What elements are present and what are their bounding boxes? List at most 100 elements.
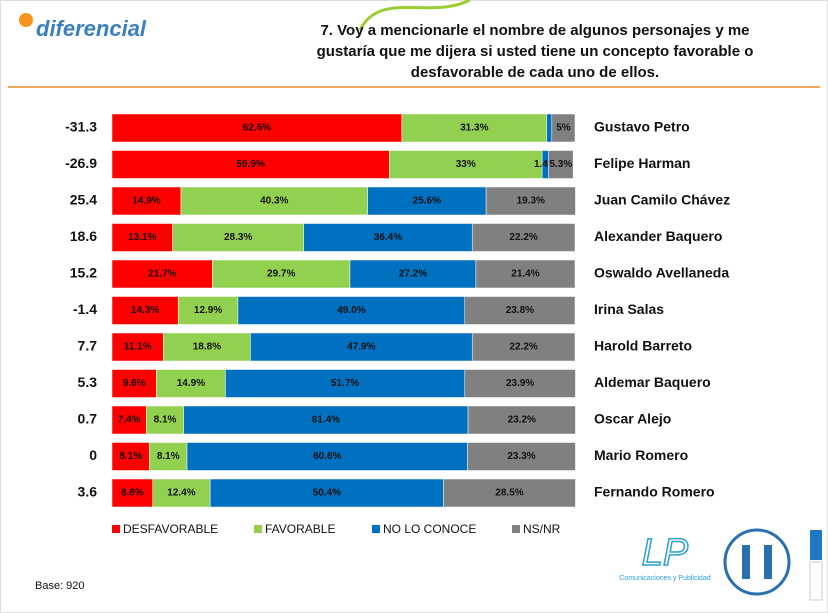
- value-label: 62.6%: [243, 123, 271, 134]
- legend-swatch: [372, 525, 380, 533]
- net-value: -31.3: [65, 119, 97, 135]
- base-note: Base: 920: [35, 580, 85, 592]
- value-label: 5%: [556, 123, 571, 134]
- value-label: 8.1%: [154, 415, 177, 426]
- logo-lp: LP: [642, 532, 689, 574]
- value-label: 12.4%: [167, 488, 195, 499]
- bar-segment: [471, 332, 576, 362]
- value-label: 14.3%: [131, 305, 159, 316]
- net-value: -1.4: [73, 301, 97, 317]
- value-label: 8.1%: [157, 451, 180, 462]
- value-label: 31.3%: [460, 123, 488, 134]
- bar-segment: [464, 296, 576, 325]
- category-label: Harold Barreto: [594, 338, 692, 354]
- net-value: 15.2: [70, 265, 97, 281]
- value-label: 23.9%: [506, 378, 534, 389]
- bar-segment: [467, 405, 576, 435]
- bar-segment: [180, 186, 368, 216]
- bar-segment: [209, 478, 444, 508]
- bar-segment: [548, 150, 574, 179]
- bar-segment: [111, 478, 153, 508]
- bar-segment: [111, 369, 157, 398]
- value-label: 49.0%: [337, 305, 365, 316]
- bar-segment: [467, 442, 576, 471]
- legend-swatch: [112, 525, 120, 533]
- legend-swatch: [254, 525, 262, 533]
- bar-segment: [389, 150, 543, 179]
- value-label: 51.7%: [331, 378, 359, 389]
- net-value: 5.3: [78, 374, 98, 390]
- net-value: 3.6: [78, 484, 98, 500]
- category-label: Alexander Baquero: [594, 228, 722, 244]
- value-label: 59.9%: [236, 159, 264, 170]
- legend-label: NO LO CONOCE: [383, 522, 476, 536]
- bar-segment: [177, 296, 239, 325]
- value-label: 50.4%: [313, 488, 341, 499]
- bar-segment: [186, 442, 468, 471]
- net-value: 18.6: [70, 228, 97, 244]
- legend-label: NS/NR: [523, 522, 561, 536]
- logo-icon: [19, 13, 33, 27]
- bar-segment: [475, 259, 576, 289]
- bar-segment: [367, 186, 487, 216]
- value-label: 28.3%: [224, 232, 252, 243]
- legend-label: DESFAVORABLE: [123, 522, 218, 536]
- bar-segment: [551, 113, 576, 143]
- value-label: 23.8%: [506, 305, 534, 316]
- value-label: 28.5%: [495, 488, 523, 499]
- bar-segment: [250, 332, 473, 362]
- value-label: 25.6%: [413, 196, 441, 207]
- bar-segment: [149, 442, 188, 471]
- logo-shape: [742, 545, 750, 579]
- logo-shape: [764, 545, 772, 579]
- corner-accent: [809, 561, 823, 601]
- value-label: 47.9%: [347, 342, 375, 353]
- value-label: 33%: [456, 159, 476, 170]
- bar-segment: [152, 478, 211, 508]
- decoration: [358, 0, 471, 31]
- value-label: 29.7%: [267, 269, 295, 280]
- value-label: 22.2%: [509, 232, 537, 243]
- bar-segment: [237, 296, 466, 325]
- value-label: 36.4%: [374, 232, 402, 243]
- bar-segment: [172, 223, 304, 252]
- value-label: 40.3%: [260, 196, 288, 207]
- bar-segment: [349, 259, 477, 289]
- category-label: Irina Salas: [594, 301, 664, 317]
- value-label: 12.9%: [194, 305, 222, 316]
- value-label: 60.6%: [313, 451, 341, 462]
- value-label: 23.3%: [507, 451, 535, 462]
- value-label: 27.2%: [399, 269, 427, 280]
- bar-segment: [111, 332, 164, 362]
- value-label: 21.4%: [511, 269, 539, 280]
- logo-caption: Comunicaciones y Publicidad: [619, 575, 711, 582]
- category-label: Mario Romero: [594, 447, 688, 463]
- bar-segment: [471, 223, 576, 252]
- value-label: 13.1%: [128, 232, 156, 243]
- value-label: 14.9%: [132, 196, 160, 207]
- value-label: 61.4%: [312, 415, 340, 426]
- bar-segment: [443, 478, 576, 508]
- legend-swatch: [512, 525, 520, 533]
- bar-segment: [111, 259, 213, 289]
- value-label: 14.9%: [177, 378, 205, 389]
- bar-segment: [163, 332, 251, 362]
- value-label: 8.1%: [119, 451, 142, 462]
- bar-segment: [303, 223, 473, 252]
- category-label: Oscar Alejo: [594, 411, 671, 427]
- value-label: 19.3%: [517, 196, 545, 207]
- bar-segment: [156, 369, 226, 398]
- legend-label: FAVORABLE: [265, 522, 335, 536]
- bar-segment: [464, 369, 576, 398]
- value-label: 9.6%: [123, 378, 146, 389]
- net-value: 0: [89, 447, 97, 463]
- category-label: Felipe Harman: [594, 155, 690, 171]
- value-label: 23.2%: [508, 415, 536, 426]
- category-label: Fernando Romero: [594, 484, 715, 500]
- chart-title: 7. Voy a mencionarle el nombre de alguno…: [316, 22, 754, 81]
- bar-segment: [111, 296, 179, 325]
- value-label: 1.4%: [534, 159, 557, 170]
- value-label: 21.7%: [148, 269, 176, 280]
- net-value: 25.4: [70, 192, 97, 208]
